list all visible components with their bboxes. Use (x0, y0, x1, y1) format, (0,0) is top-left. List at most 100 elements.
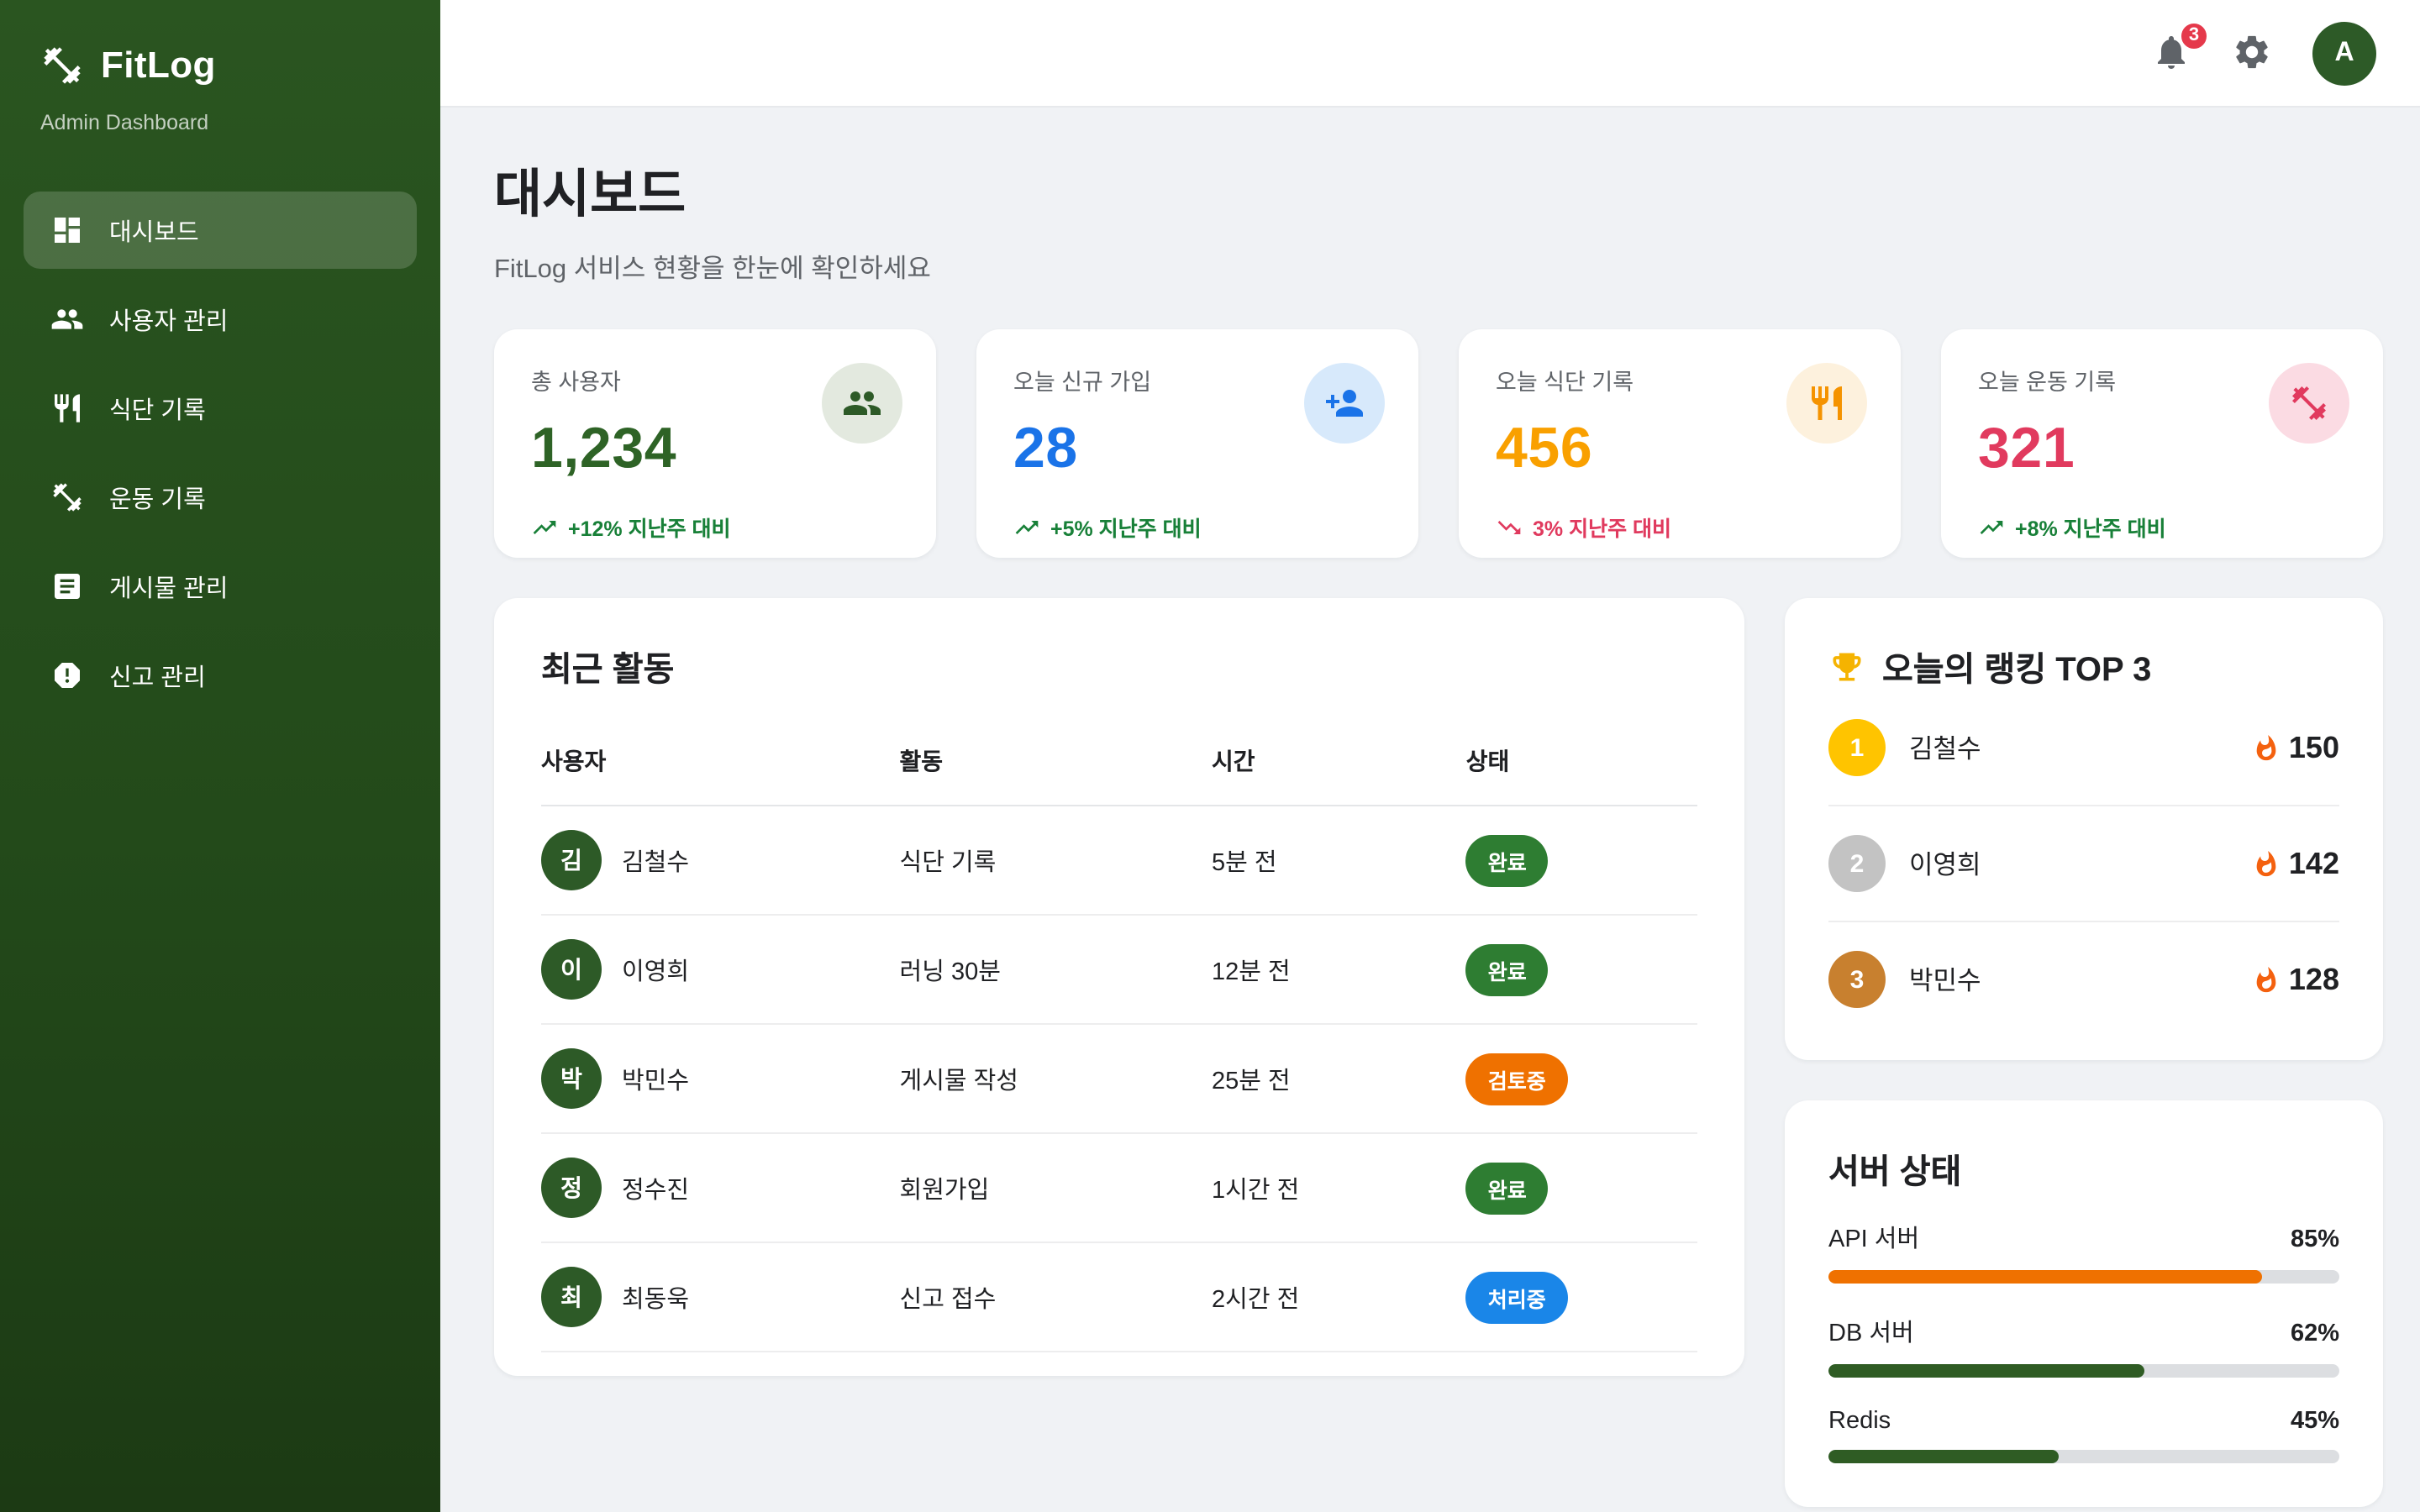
rank-score-value: 150 (2288, 730, 2339, 764)
ranking-title: 오늘의 랭킹 TOP 3 (1882, 652, 2152, 689)
restaurant-icon (1812, 386, 1842, 420)
row-user-name: 정수진 (622, 1177, 690, 1204)
rank-name: 김철수 (1909, 736, 1981, 764)
progress-fill (1828, 1450, 2059, 1463)
stat-icon-bubble (2269, 363, 2349, 444)
avatar[interactable]: A (2312, 21, 2376, 85)
sidebar-item-users[interactable]: 사용자 관리 (24, 281, 417, 358)
person-add-icon (1326, 390, 1363, 417)
page-subtitle: FitLog 서비스 현황을 한눈에 확인하세요 (494, 255, 931, 284)
ranking-card: 오늘의 랭킹 TOP 3 1 김철수 150 2 이영희 142 3 박민수 1… (1785, 598, 2383, 1060)
trending-up-icon (533, 520, 556, 533)
table-row[interactable]: 최 최동욱 신고 접수 2시간 전 처리중 (541, 1242, 1697, 1352)
sidebar-nav: 대시보드 사용자 관리 식단 기록 운동 기록 게시물 관리 신고 관리 (0, 192, 440, 714)
stat-label: 오늘 신규 가입 (1013, 370, 1152, 395)
sidebar-item-label: 운동 기록 (109, 486, 206, 513)
status-badge: 검토중 (1465, 1053, 1568, 1105)
app-subtitle: Admin Dashboard (40, 111, 209, 134)
metric-value: 45% (2290, 1408, 2339, 1435)
progress-fill (1828, 1270, 2263, 1284)
bell-icon (2158, 35, 2185, 68)
list-item[interactable]: 2 이영희 142 (1828, 806, 2339, 922)
row-user-name: 박민수 (622, 1068, 690, 1095)
brand: FitLog Admin Dashboard (0, 0, 440, 134)
status-badge: 처리중 (1465, 1271, 1568, 1323)
row-user-name: 이영희 (622, 958, 690, 985)
status-badge: 완료 (1465, 1162, 1549, 1214)
recent-activity-title: 최근 활동 (541, 652, 675, 689)
page-content: 대시보드 FitLog 서비스 현황을 한눈에 확인하세요 총 사용자 1,23… (440, 108, 2420, 1512)
row-activity: 회원가입 (899, 1133, 1213, 1243)
list-item[interactable]: 3 박민수 128 (1828, 922, 2339, 1037)
rank-badge: 1 (1828, 719, 1886, 776)
stat-trend-label: +5% 지난주 대비 (1050, 517, 1202, 541)
restaurant-icon (50, 391, 84, 425)
col-header-status: 상태 (1465, 721, 1697, 806)
sidebar-item-reports[interactable]: 신고 관리 (24, 637, 417, 714)
progress-fill (1828, 1364, 2145, 1378)
notifications-button[interactable]: 3 (2151, 19, 2210, 75)
trending-up-icon (1980, 520, 2003, 533)
table-row[interactable]: 박 박민수 게시물 작성 25분 전 검토중 (541, 1024, 1697, 1134)
rank-badge: 3 (1828, 951, 1886, 1008)
table-row[interactable]: 이 이영희 러닝 30분 12분 전 완료 (541, 915, 1697, 1025)
people-icon (50, 302, 84, 336)
table-row[interactable]: 정 정수진 회원가입 1시간 전 완료 (541, 1133, 1697, 1243)
flame-icon (2256, 965, 2276, 992)
stat-icon-bubble (822, 363, 902, 444)
rank-name: 박민수 (1909, 968, 1981, 996)
table-row[interactable]: 김 김철수 식단 기록 5분 전 완료 (541, 806, 1697, 916)
stat-trend: +5% 지난주 대비 (1013, 511, 1381, 543)
stat-cards: 총 사용자 1,234 +12% 지난주 대비 오늘 신규 가입 28 +5% … (494, 329, 2383, 558)
main-column: 3 A 대시보드 FitLog 서비스 현황을 한눈에 확인하세요 총 사용자 … (440, 0, 2420, 1512)
stat-trend-label: 3% 지난주 대비 (1533, 517, 1672, 541)
stat-card: 오늘 운동 기록 321 +8% 지난주 대비 (1941, 329, 2383, 558)
dashboard-icon (50, 213, 84, 247)
metric-label: API 서버 (1828, 1226, 1920, 1253)
list-item[interactable]: 1 김철수 150 (1828, 690, 2339, 806)
progress-track (1828, 1270, 2339, 1284)
settings-button[interactable] (2232, 31, 2275, 75)
metric-label: DB 서버 (1828, 1320, 1914, 1347)
sidebar-item-meals[interactable]: 식단 기록 (24, 370, 417, 447)
stat-card: 오늘 신규 가입 28 +5% 지난주 대비 (976, 329, 1418, 558)
activity-header-row: 사용자 활동 시간 상태 (541, 721, 1697, 806)
row-avatar: 최 (541, 1267, 602, 1327)
stat-trend: 3% 지난주 대비 (1496, 511, 1864, 543)
row-user-name: 최동욱 (622, 1286, 690, 1313)
page-title: 대시보드 (494, 165, 687, 223)
stat-card: 총 사용자 1,234 +12% 지난주 대비 (494, 329, 936, 558)
progress-track (1828, 1364, 2339, 1378)
gear-icon (2236, 34, 2268, 68)
rank-score-value: 128 (2288, 962, 2339, 995)
recent-activity-card: 최근 활동 사용자 활동 시간 상태 김 김철수 식단 기록 (494, 598, 1744, 1376)
sidebar-item-label: 식단 기록 (109, 397, 206, 424)
right-panels: 오늘의 랭킹 TOP 3 1 김철수 150 2 이영희 142 3 박민수 1… (1785, 598, 2383, 1507)
flame-icon (2256, 849, 2276, 876)
sidebar-item-dashboard[interactable]: 대시보드 (24, 192, 417, 269)
col-header-user: 사용자 (541, 721, 900, 806)
row-activity: 러닝 30분 (899, 915, 1213, 1025)
dumbbell-icon (2292, 386, 2326, 420)
col-header-time: 시간 (1212, 721, 1466, 806)
dumbbell-logo-icon (44, 47, 81, 84)
row-time: 25분 전 (1212, 1024, 1466, 1134)
rank-score-value: 142 (2288, 846, 2339, 879)
stat-value: 1,234 (531, 417, 677, 480)
row-avatar: 박 (541, 1048, 602, 1109)
stat-trend-label: +8% 지난주 대비 (2015, 517, 2166, 541)
row-avatar: 김 (541, 830, 602, 890)
trending-up-icon (1015, 520, 1039, 533)
sidebar-item-workouts[interactable]: 운동 기록 (24, 459, 417, 536)
row-activity: 식단 기록 (899, 806, 1213, 916)
stat-trend: +8% 지난주 대비 (1978, 511, 2346, 543)
sidebar-item-label: 신고 관리 (109, 664, 206, 691)
sidebar-item-posts[interactable]: 게시물 관리 (24, 548, 417, 625)
row-time: 12분 전 (1212, 915, 1466, 1025)
row-activity: 신고 접수 (899, 1242, 1213, 1352)
notification-badge: 3 (2178, 19, 2210, 51)
server-metric: DB 서버 62% (1828, 1314, 2339, 1378)
stat-icon-bubble (1786, 363, 1867, 444)
topbar: 3 A (440, 0, 2420, 108)
